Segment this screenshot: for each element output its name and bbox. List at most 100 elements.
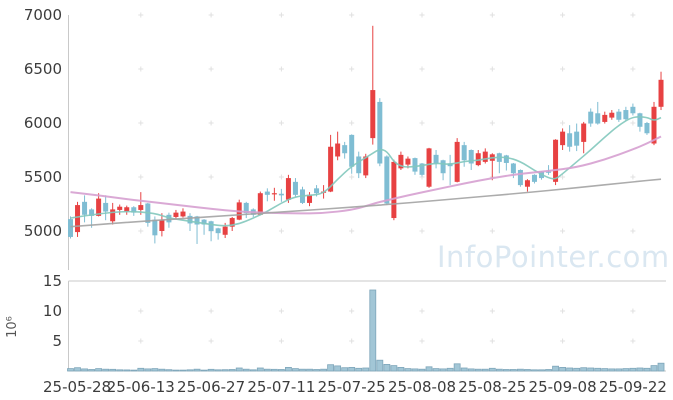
volume-bar bbox=[172, 369, 180, 372]
candle bbox=[644, 121, 650, 135]
candle bbox=[335, 131, 341, 161]
candle bbox=[96, 193, 102, 217]
volume-bar bbox=[130, 369, 138, 372]
volume-bar bbox=[256, 367, 264, 372]
candle bbox=[454, 138, 460, 183]
volume-bar bbox=[509, 369, 517, 372]
volume-bar bbox=[517, 368, 524, 372]
volume-bars bbox=[67, 289, 665, 372]
volume-bar bbox=[292, 368, 299, 372]
candle bbox=[447, 154, 453, 186]
candle bbox=[384, 155, 390, 206]
ma-long-line bbox=[70, 178, 662, 228]
volume-tick-label: 5 bbox=[52, 332, 62, 350]
volume-bar bbox=[594, 367, 602, 372]
candle bbox=[475, 150, 481, 167]
ma-short-line bbox=[70, 115, 662, 227]
volume-bar bbox=[650, 365, 658, 372]
volume-bar bbox=[643, 367, 651, 372]
volume-bar bbox=[74, 367, 81, 372]
volume-bar bbox=[481, 368, 489, 372]
volume-bar bbox=[263, 368, 271, 372]
candle bbox=[356, 151, 362, 179]
candle bbox=[482, 148, 488, 164]
candle bbox=[623, 106, 629, 121]
candle bbox=[440, 159, 446, 181]
volume-bar bbox=[214, 369, 222, 372]
date-tick-label: 25-09-22 bbox=[599, 378, 667, 396]
volume-bar bbox=[334, 365, 342, 372]
candle bbox=[145, 202, 151, 227]
candle bbox=[243, 201, 249, 219]
candle bbox=[307, 192, 313, 207]
volume-bar bbox=[320, 368, 327, 372]
date-tick-label: 25-09-08 bbox=[529, 378, 597, 396]
volume-bar bbox=[460, 367, 468, 372]
candle bbox=[328, 134, 334, 193]
volume-bar bbox=[270, 368, 278, 372]
price-tick-label: 5000 bbox=[24, 222, 62, 240]
volume-bar bbox=[559, 366, 566, 372]
volume-bar bbox=[207, 368, 215, 372]
candle bbox=[173, 209, 179, 219]
date-tick-label: 25-06-27 bbox=[177, 378, 245, 396]
volume-bar bbox=[67, 368, 74, 372]
volume-bar bbox=[467, 368, 475, 372]
volume-bar bbox=[538, 369, 545, 372]
volume-bar bbox=[601, 368, 609, 372]
candle bbox=[567, 125, 573, 152]
candle bbox=[342, 141, 348, 159]
volume-bar bbox=[186, 369, 194, 372]
candle bbox=[517, 169, 523, 187]
candle bbox=[468, 149, 474, 170]
volume-bar bbox=[404, 368, 412, 372]
volume-axis-labels: 15 10 5 10⁶ bbox=[5, 272, 62, 350]
volume-bar bbox=[165, 369, 173, 372]
volume-bar bbox=[376, 359, 384, 372]
volume-bar bbox=[615, 368, 623, 372]
candle bbox=[103, 195, 109, 221]
volume-bar bbox=[439, 368, 447, 372]
volume-tick-label: 10 bbox=[43, 302, 62, 320]
date-tick-label: 25-08-25 bbox=[458, 378, 526, 396]
candle bbox=[377, 98, 383, 167]
grid-marks bbox=[138, 12, 636, 344]
volume-bar bbox=[81, 368, 88, 372]
volume-bar bbox=[418, 368, 426, 372]
volume-bar bbox=[341, 367, 349, 372]
candle bbox=[215, 227, 221, 240]
candle bbox=[651, 101, 657, 146]
candle bbox=[370, 25, 376, 145]
date-tick-label: 25-06-13 bbox=[107, 378, 175, 396]
volume-bar bbox=[193, 368, 201, 372]
volume-bar bbox=[200, 369, 208, 372]
candle bbox=[461, 141, 467, 167]
volume-bar bbox=[221, 369, 229, 372]
volume-bar bbox=[102, 368, 110, 372]
date-tick-label: 25-07-25 bbox=[318, 378, 386, 396]
volume-bar bbox=[622, 368, 630, 372]
volume-bar bbox=[580, 367, 588, 372]
volume-bar bbox=[657, 362, 665, 372]
volume-bar bbox=[116, 369, 124, 372]
volume-bar bbox=[369, 289, 377, 372]
volume-bar bbox=[390, 365, 398, 372]
candle bbox=[75, 201, 81, 237]
candle bbox=[68, 216, 73, 239]
volume-bar bbox=[531, 369, 538, 372]
volume-bar bbox=[348, 366, 356, 372]
candle bbox=[531, 174, 537, 184]
candle bbox=[398, 151, 404, 170]
volume-bar bbox=[327, 364, 335, 372]
candle bbox=[426, 147, 432, 188]
volume-bar bbox=[277, 369, 285, 372]
candle bbox=[616, 108, 622, 122]
volume-bar bbox=[306, 368, 313, 372]
volume-bar bbox=[313, 369, 320, 372]
volume-bar bbox=[123, 369, 131, 372]
volume-bar bbox=[446, 367, 454, 372]
volume-unit-label: 10⁶ bbox=[5, 316, 20, 338]
volume-bar bbox=[362, 367, 370, 372]
